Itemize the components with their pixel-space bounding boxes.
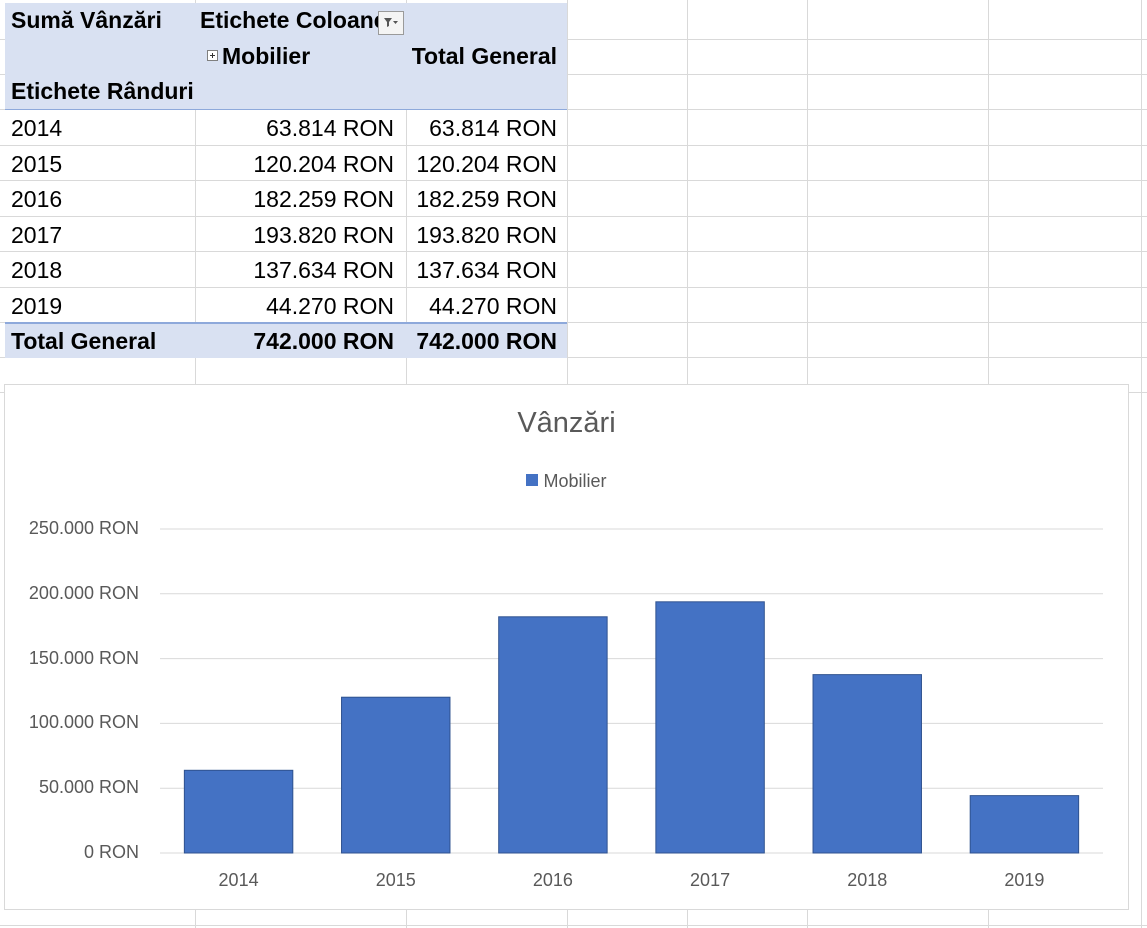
- y-tick-label: 0 RON: [83, 842, 139, 862]
- chart-legend[interactable]: Mobilier: [5, 471, 1128, 492]
- row-label[interactable]: 2016: [11, 186, 63, 212]
- bar-2019[interactable]: [969, 795, 1080, 854]
- expand-plus-icon[interactable]: [207, 49, 218, 61]
- total-value[interactable]: 182.259 RON: [416, 186, 557, 212]
- total-value[interactable]: 120.204 RON: [416, 150, 557, 177]
- x-tick-label: 2015: [375, 870, 416, 890]
- filter-dropdown-button[interactable]: [378, 11, 404, 35]
- row-label[interactable]: 2018: [11, 257, 63, 283]
- table-row[interactable]: 2018 137.634 RON 137.634 RON: [5, 253, 567, 289]
- column-header-mobilier[interactable]: Mobilier: [207, 39, 310, 75]
- pivot-header-row-3: Etichete Rânduri: [5, 74, 567, 110]
- grand-total-row[interactable]: Total General 742.000 RON 742.000 RON: [5, 322, 567, 358]
- x-tick-label: 2017: [690, 870, 731, 890]
- sales-bar-chart[interactable]: Vânzări Mobilier 0 RON 50.000 RON 100.000 …: [4, 384, 1129, 910]
- x-tick-label: 2018: [847, 870, 888, 890]
- bar-2016[interactable]: [498, 616, 608, 854]
- bar-2014[interactable]: [183, 769, 294, 854]
- total-value[interactable]: 193.820 RON: [416, 221, 557, 248]
- pivot-header-divider: [5, 109, 567, 110]
- x-tick-label: 2019: [1004, 870, 1045, 890]
- legend-swatch: [526, 474, 539, 487]
- mobilier-value[interactable]: 63.814 RON: [266, 115, 394, 141]
- legend-label: Mobilier: [543, 471, 607, 491]
- row-label[interactable]: 2014: [11, 115, 63, 141]
- bar-2018[interactable]: [812, 674, 922, 854]
- table-row[interactable]: 2015 120.204 RON 120.204 RON: [5, 147, 567, 183]
- mobilier-value[interactable]: 137.634 RON: [253, 257, 394, 283]
- table-row[interactable]: 2017 193.820 RON 193.820 RON: [5, 218, 567, 254]
- total-value[interactable]: 63.814 RON: [429, 115, 557, 141]
- column-header-mobilier-label: Mobilier: [222, 42, 311, 69]
- row-label[interactable]: 2017: [11, 221, 63, 248]
- bar-2015[interactable]: [341, 696, 451, 854]
- grand-total-mobilier[interactable]: 742.000 RON: [253, 328, 394, 354]
- pivot-header-row-1: Sumă Vânzări Etichete Coloane: [5, 3, 567, 39]
- total-value[interactable]: 44.270 RON: [429, 292, 557, 319]
- grand-total-value[interactable]: 742.000 RON: [416, 328, 557, 354]
- table-row[interactable]: 2016 182.259 RON 182.259 RON: [5, 182, 567, 218]
- y-tick-label: 50.000 RON: [38, 777, 139, 798]
- pivot-header-row-2: Mobilier Total General: [5, 38, 567, 75]
- total-value[interactable]: 137.634 RON: [416, 257, 557, 283]
- mobilier-value[interactable]: 120.204 RON: [253, 150, 394, 177]
- grand-total-column-header[interactable]: Total General: [411, 42, 557, 69]
- mobilier-value[interactable]: 193.820 RON: [253, 221, 394, 248]
- mobilier-value[interactable]: 182.259 RON: [253, 186, 394, 212]
- chart-title[interactable]: Vânzări: [517, 407, 616, 439]
- value-field-header[interactable]: Sumă Vânzări: [11, 7, 162, 33]
- y-tick-label: 250.000 RON: [28, 518, 139, 538]
- y-tick-label: 150.000 RON: [28, 647, 139, 668]
- pivot-table[interactable]: Sumă Vânzări Etichete Coloane Mobilier T…: [5, 3, 567, 358]
- x-tick-label: 2014: [218, 870, 259, 890]
- row-label[interactable]: 2015: [11, 150, 63, 177]
- chart-plot-area[interactable]: [5, 385, 1130, 911]
- column-labels-header[interactable]: Etichete Coloane: [200, 7, 387, 33]
- bar-2017[interactable]: [655, 601, 765, 854]
- y-tick-label: 200.000 RON: [28, 582, 139, 603]
- mobilier-value[interactable]: 44.270 RON: [266, 292, 394, 319]
- y-tick-label: 100.000 RON: [28, 712, 139, 733]
- filter-dropdown-icon: [384, 18, 398, 27]
- row-label[interactable]: 2019: [11, 292, 63, 319]
- x-tick-label: 2016: [532, 870, 573, 890]
- table-row[interactable]: 2019 44.270 RON 44.270 RON: [5, 289, 567, 325]
- table-row[interactable]: 2014 63.814 RON 63.814 RON: [5, 111, 567, 147]
- grand-total-label[interactable]: Total General: [11, 328, 157, 354]
- row-labels-header[interactable]: Etichete Rânduri: [11, 78, 194, 104]
